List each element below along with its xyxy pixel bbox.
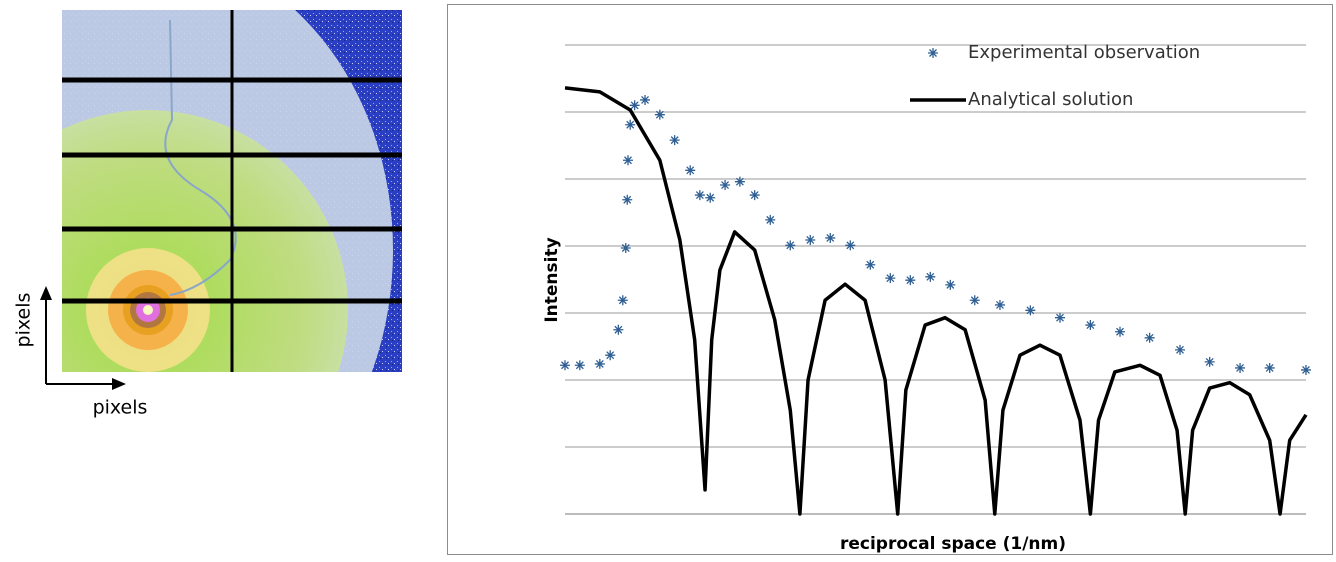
marker	[720, 180, 731, 191]
chart-x-label: reciprocal space (1/nm)	[840, 534, 1066, 554]
marker-stroke	[1054, 312, 1065, 323]
plot-area: Experimental observation Analytical solut…	[560, 42, 1311, 516]
marker	[994, 299, 1005, 310]
marker-stroke	[825, 232, 836, 243]
marker-stroke	[625, 119, 636, 130]
marker	[1025, 305, 1036, 316]
marker	[620, 243, 631, 254]
marker	[685, 165, 696, 176]
marker	[1085, 320, 1096, 331]
marker-stroke	[994, 299, 1005, 310]
marker	[594, 358, 605, 369]
marker-stroke	[605, 350, 616, 361]
pixel-axes	[45, 300, 112, 385]
marker	[765, 214, 776, 225]
marker	[694, 190, 705, 201]
arrow-heads	[40, 286, 126, 390]
marker	[1175, 344, 1186, 355]
y-axis-label: pixels	[13, 293, 35, 348]
marker-stroke	[594, 358, 605, 369]
marker-stroke	[905, 275, 916, 286]
marker	[605, 350, 616, 361]
marker-stroke	[705, 192, 716, 203]
marker	[928, 48, 938, 58]
marker	[1144, 332, 1155, 343]
marker-stroke	[945, 279, 956, 290]
marker	[640, 94, 651, 105]
marker-stroke	[1025, 305, 1036, 316]
detector-image	[62, 10, 402, 372]
marker-stroke	[560, 360, 570, 371]
marker-stroke	[1264, 362, 1275, 373]
marker-stroke	[694, 190, 705, 201]
marker	[705, 192, 716, 203]
marker-stroke	[1115, 326, 1126, 337]
marker	[1301, 364, 1311, 375]
marker	[1264, 362, 1275, 373]
marker-stroke	[1085, 320, 1096, 331]
marker-stroke	[1301, 364, 1311, 375]
marker	[625, 119, 636, 130]
marker-stroke	[1144, 332, 1155, 343]
marker-stroke	[620, 243, 631, 254]
marker-stroke	[805, 234, 816, 245]
marker	[1054, 312, 1065, 323]
marker	[845, 240, 856, 251]
marker-stroke	[749, 190, 760, 201]
marker	[613, 324, 624, 335]
marker	[885, 273, 896, 284]
marker	[925, 271, 936, 282]
series-line	[564, 86, 1308, 516]
marker	[617, 295, 628, 306]
marker	[905, 275, 916, 286]
marker-stroke	[685, 165, 696, 176]
marker-stroke	[785, 240, 796, 251]
marker-stroke	[969, 295, 980, 306]
marker	[945, 279, 956, 290]
marker	[749, 190, 760, 201]
marker	[1115, 326, 1126, 337]
marker	[560, 360, 570, 371]
marker-stroke	[734, 176, 745, 187]
marker-stroke	[622, 155, 633, 166]
x-axis-label: pixels	[93, 397, 148, 419]
marker-stroke	[654, 109, 665, 120]
marker-stroke	[885, 273, 896, 284]
marker-stroke	[845, 240, 856, 251]
marker	[1204, 356, 1215, 367]
marker-stroke	[629, 100, 640, 111]
marker-stroke	[669, 135, 680, 146]
marker	[654, 109, 665, 120]
marker	[622, 155, 633, 166]
marker	[969, 295, 980, 306]
marker	[669, 135, 680, 146]
marker-stroke	[928, 48, 938, 58]
legend-label: Analytical solution	[968, 89, 1133, 110]
marker-stroke	[765, 214, 776, 225]
chart-y-label: Intensity	[542, 237, 562, 322]
marker-stroke	[613, 324, 624, 335]
marker-stroke	[1175, 344, 1186, 355]
marker-stroke	[617, 295, 628, 306]
marker-stroke	[640, 94, 651, 105]
marker	[622, 194, 633, 205]
marker-stroke	[574, 360, 585, 371]
marker-stroke	[720, 180, 731, 191]
marker	[785, 240, 796, 251]
marker	[865, 259, 876, 270]
marker	[825, 232, 836, 243]
marker-stroke	[622, 194, 633, 205]
marker-stroke	[925, 271, 936, 282]
marker-stroke	[1204, 356, 1215, 367]
marker-stroke	[1235, 362, 1246, 373]
marker	[629, 100, 640, 111]
legend-label: Experimental observation	[968, 42, 1200, 63]
marker	[574, 360, 585, 371]
marker-stroke	[865, 259, 876, 270]
marker	[805, 234, 816, 245]
marker	[734, 176, 745, 187]
marker	[1235, 362, 1246, 373]
